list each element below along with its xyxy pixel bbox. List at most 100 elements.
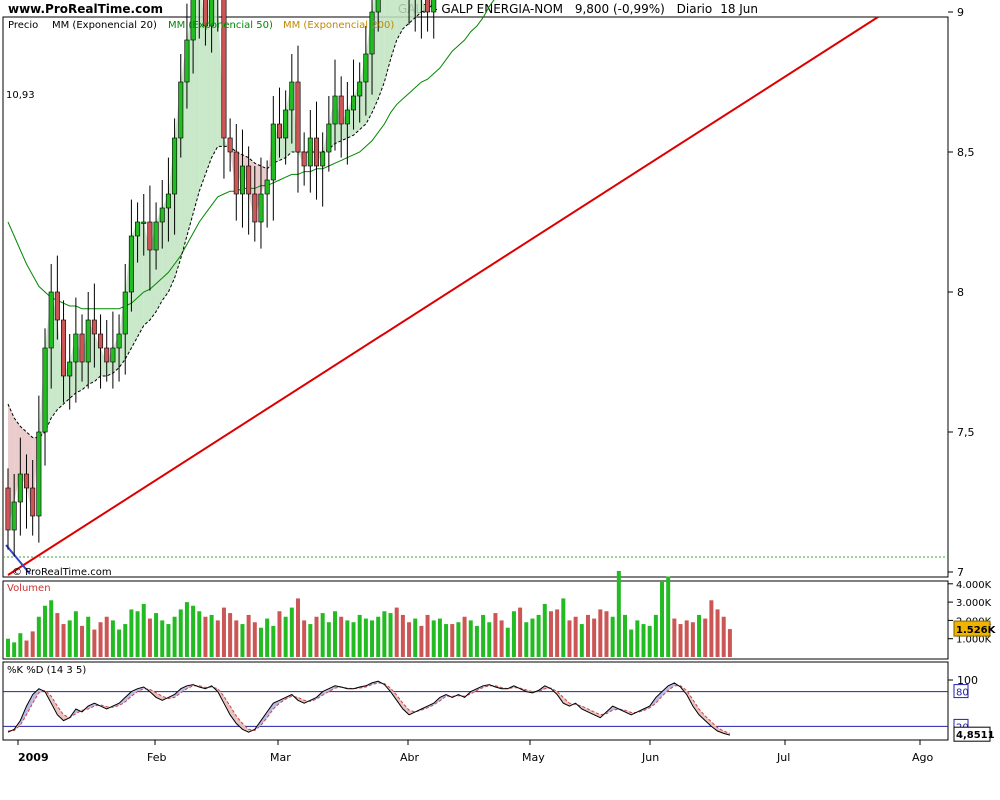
stoch-fill-segment: [26, 694, 33, 715]
ema20-fill-segment: [390, 0, 397, 60]
volume-bar: [320, 613, 325, 657]
volume-bar: [289, 607, 294, 657]
volume-bar: [314, 616, 319, 657]
legend-ema20: MM (Exponencial 20): [52, 20, 157, 31]
volume-bar: [73, 611, 78, 657]
volume-bar: [635, 620, 640, 657]
stoch-fill-segment: [402, 703, 410, 715]
candle-body: [369, 11, 375, 55]
ema20-fill-segment: [402, 0, 410, 29]
x-tick-label: Jul: [776, 751, 790, 764]
volume-bar: [221, 607, 226, 657]
volume-bar: [98, 622, 103, 657]
volume-bar: [419, 625, 424, 657]
volume-bar: [678, 624, 683, 657]
stoch-fill-segment: [57, 706, 64, 721]
volume-bar: [302, 620, 307, 657]
volume-bar: [308, 624, 313, 657]
stoch-fill-segment: [273, 700, 280, 709]
candle-body: [165, 193, 171, 209]
volume-bar: [425, 614, 430, 657]
ema20-fill-segment: [378, 0, 385, 99]
volume-bar: [536, 614, 541, 657]
volume-bar: [672, 618, 677, 657]
candle-body: [332, 95, 338, 125]
ema20-fill-segment: [211, 0, 218, 158]
volume-bar: [561, 598, 566, 657]
stoch-fill-segment: [390, 688, 397, 701]
stoch-fill-segment: [125, 691, 132, 703]
ema20-fill-segment: [260, 166, 268, 194]
stoch-k-line: [7, 680, 731, 736]
volume-bar: [647, 625, 652, 657]
volume-bar: [295, 598, 300, 657]
watermark: © ProRealTime.com: [12, 567, 112, 578]
volume-bar: [505, 627, 510, 657]
candle-body: [258, 193, 264, 223]
stoch-fill-segment: [131, 688, 138, 697]
chart-header: GALP - GALP ENERGIA-NOM 9,800 (-0,99%) D…: [398, 2, 766, 16]
stochastic-panel: [2, 661, 949, 741]
stoch-80-badge-label: 80: [956, 688, 969, 699]
volume-bar: [110, 620, 115, 657]
volume-bar: [30, 631, 35, 657]
volume-bar: [178, 609, 183, 657]
candle-body: [153, 221, 159, 251]
stoch-fill-segment: [396, 695, 403, 709]
candle-body: [178, 81, 184, 139]
candle-body: [85, 319, 91, 363]
volume-bar: [548, 611, 553, 657]
volume-bar: [703, 618, 708, 657]
stoch-fill-segment: [668, 682, 675, 691]
candle-body: [116, 333, 122, 349]
stoch-fill-segment: [51, 696, 58, 715]
volume-bar: [123, 624, 128, 657]
trend-line: [7, 16, 879, 576]
volume-bar: [530, 618, 535, 657]
volume-bar: [456, 622, 461, 657]
period-label: Diario: [676, 2, 713, 16]
volume-bar: [499, 620, 504, 657]
site-url[interactable]: www.ProRealTime.com: [8, 2, 163, 16]
volume-bar: [240, 624, 245, 657]
volume-bar: [388, 613, 393, 657]
stoch-fill-segment: [63, 714, 70, 721]
candle-body: [338, 95, 344, 125]
volume-bar: [92, 629, 97, 657]
candle-body: [252, 193, 258, 223]
volume-bar: [376, 616, 381, 657]
stoch-fill-segment: [594, 711, 601, 718]
volume-bar: [18, 633, 23, 657]
volume-bar: [154, 613, 159, 657]
volume-bar: [117, 629, 122, 657]
candle-body: [270, 123, 276, 181]
stoch-fill-segment: [236, 715, 243, 730]
stoch-last-badge: [953, 726, 991, 742]
volume-bar: [333, 611, 338, 657]
volume-tick-label: 1.000K: [956, 635, 992, 646]
stoch-fill-segment: [174, 688, 181, 698]
stoch-fill-segment: [88, 703, 95, 709]
stoch-last-badge-label: 4,8511: [956, 730, 995, 741]
stoch-d-line: [7, 682, 731, 734]
volume-bar: [493, 613, 498, 657]
candle-body: [67, 361, 73, 377]
candle-body: [375, 0, 381, 13]
volume-bar: [172, 616, 177, 657]
candle-body: [320, 151, 326, 167]
volume-bar: [697, 614, 702, 657]
stoch-tick-label: 100: [957, 674, 978, 687]
volume-bar: [641, 624, 646, 657]
candle-body: [128, 235, 134, 293]
volume-bar: [437, 618, 442, 657]
legend-ema200: MM (Exponencial 200): [283, 20, 394, 31]
volume-bar: [12, 642, 17, 657]
volume-bar: [623, 614, 627, 657]
x-tick-label: Mar: [270, 751, 291, 764]
candle-body: [135, 221, 141, 237]
volume-bar: [129, 609, 134, 657]
candle-body: [17, 473, 23, 503]
volume-bar: [481, 614, 486, 657]
volume-bar: [518, 607, 523, 657]
